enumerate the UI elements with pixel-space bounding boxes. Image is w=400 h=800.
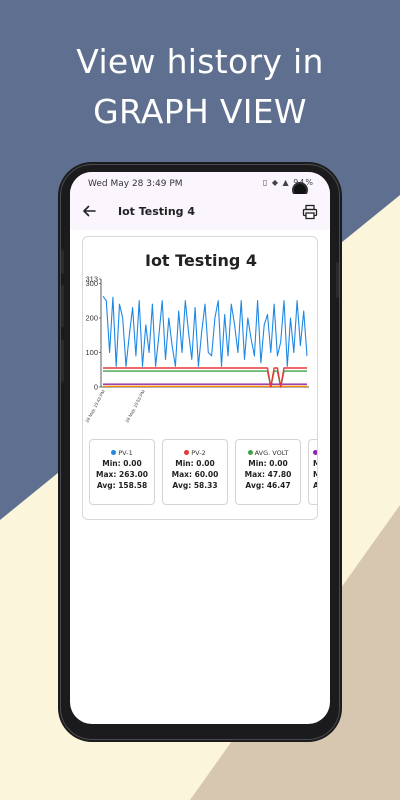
stat-avg: Avg: 58.33 bbox=[172, 481, 218, 490]
series-line-pv-1 bbox=[102, 295, 308, 367]
y-tick-label: 0 bbox=[94, 383, 98, 392]
stat-max: Max: 60.00 bbox=[171, 470, 219, 479]
app-title: Iot Testing 4 bbox=[118, 205, 196, 218]
stat-avg: Avg: 46.47 bbox=[245, 481, 291, 490]
headline-line-2: GRAPH VIEW bbox=[93, 92, 307, 131]
stat-min: M bbox=[313, 459, 317, 468]
legend-dot bbox=[111, 450, 117, 455]
status-bar: Wed May 28 3:49 PM ▯ ◆ ▲ 94% bbox=[70, 172, 330, 194]
phone-edge bbox=[60, 164, 340, 740]
stat-name: PV-1 bbox=[118, 449, 133, 457]
phone-bixby-button bbox=[61, 340, 64, 382]
stat-min: Min: 0.00 bbox=[248, 459, 288, 468]
stat-name: PV-2 bbox=[191, 449, 206, 457]
stat-name: AVG. VOLT bbox=[254, 449, 289, 457]
chart-card: Iot Testing 4 0 100 200 300 313 28 May, 15:43… bbox=[82, 236, 318, 520]
x-tick-label: 28 May, 15:53 PM bbox=[124, 389, 146, 424]
y-tick-label: 313 bbox=[85, 275, 98, 284]
legend-dot bbox=[247, 450, 253, 455]
phone-screen: Wed May 28 3:49 PM ▯ ◆ ▲ 94% Iot Testing… bbox=[70, 172, 330, 724]
y-tick-label: 300 bbox=[85, 279, 98, 288]
arrow-left-icon[interactable] bbox=[80, 202, 98, 220]
status-time: Wed May 28 3:49 PM bbox=[88, 179, 183, 189]
stat-avg: Avg: 158.58 bbox=[96, 481, 148, 490]
stat-min: Min: 0.00 bbox=[175, 459, 215, 468]
stats-row[interactable]: PV-1 Min: 0.00 Max: 263.00 Avg: 158.58 P… bbox=[89, 439, 318, 507]
stat-max: Ma bbox=[313, 470, 317, 479]
legend-dot bbox=[184, 450, 190, 455]
stat-max: Max: 263.00 bbox=[96, 470, 148, 479]
stat-min: Min: 0.00 bbox=[102, 459, 142, 468]
headline-line-1: View history in bbox=[76, 42, 324, 81]
stat-card-partial: AV M Ma Av bbox=[308, 439, 318, 505]
legend-dot bbox=[313, 450, 317, 455]
status-icons: ▯ ◆ ▲ 94% bbox=[262, 178, 314, 187]
chart-title: Iot Testing 4 bbox=[144, 251, 257, 270]
series-line-pv-2 bbox=[103, 367, 307, 388]
stat-avg: Av bbox=[313, 481, 318, 490]
app-bar: Iot Testing 4 bbox=[70, 194, 330, 230]
y-tick-label: 100 bbox=[85, 348, 98, 357]
phone-volume-button bbox=[61, 250, 64, 274]
x-tick-label: 28 May, 15:43 PM bbox=[84, 389, 106, 424]
phone-side-button bbox=[336, 262, 339, 298]
printer-icon[interactable] bbox=[302, 204, 318, 220]
y-tick-label: 200 bbox=[85, 313, 98, 322]
stat-card-avg-volt: AVG. VOLT Min: 0.00 Max: 47.80 Avg: 46.4… bbox=[235, 439, 301, 505]
stat-card-pv1: PV-1 Min: 0.00 Max: 263.00 Avg: 158.58 bbox=[89, 439, 155, 505]
stat-card-pv2: PV-2 Min: 0.00 Max: 60.00 Avg: 58.33 bbox=[162, 439, 228, 505]
phone-volume-button bbox=[61, 285, 64, 327]
stat-max: Max: 47.80 bbox=[244, 470, 292, 479]
